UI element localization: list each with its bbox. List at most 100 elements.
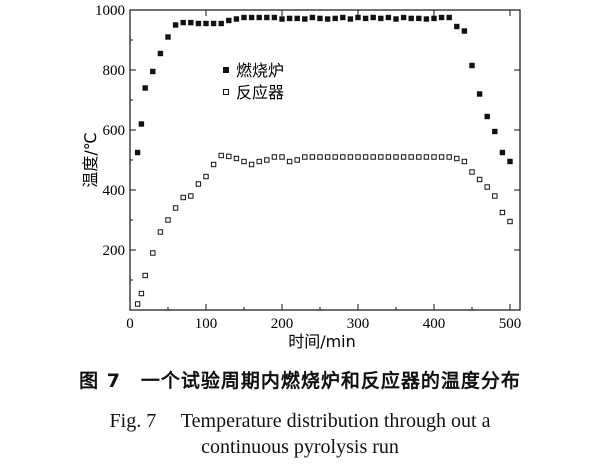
reactor-point — [165, 217, 171, 223]
furnace-point — [347, 16, 354, 22]
furnace-point — [241, 14, 247, 21]
reactor-point — [233, 155, 240, 162]
reactor-point — [294, 157, 300, 163]
x-tick-label: 200 — [271, 316, 294, 332]
furnace-point — [226, 17, 232, 24]
furnace-point — [385, 14, 392, 21]
reactor-point — [134, 301, 141, 307]
furnace-point — [492, 128, 498, 135]
reactor-point — [362, 154, 369, 160]
furnace-point — [408, 15, 414, 22]
x-tick-label: 300 — [347, 316, 370, 332]
furnace-point — [393, 16, 399, 22]
furnace-point — [203, 20, 209, 27]
furnace-point — [142, 85, 148, 91]
furnace-point — [355, 14, 361, 21]
reactor-point — [279, 154, 285, 160]
x-tick-label: 500 — [499, 316, 522, 332]
reactor-point — [385, 154, 392, 160]
reactor-point — [446, 154, 452, 160]
reactor-point — [492, 193, 498, 199]
reactor-point — [226, 153, 232, 160]
furnace-point — [157, 50, 164, 57]
legend-label-furnace: 燃烧炉 — [236, 61, 284, 80]
furnace-point — [484, 113, 490, 120]
reactor-point — [317, 154, 323, 160]
furnace-point — [302, 16, 308, 22]
x-tick-label: 0 — [126, 316, 134, 332]
reactor-point — [484, 184, 490, 190]
reactor-point — [286, 158, 293, 165]
reactor-point — [438, 154, 445, 160]
reactor-point — [378, 154, 384, 160]
reactor-point — [241, 158, 247, 165]
reactor-point — [309, 154, 316, 160]
reactor-point — [476, 176, 483, 183]
furnace-point — [264, 14, 270, 21]
x-tick-label: 100 — [195, 316, 218, 332]
furnace-point — [256, 14, 262, 21]
plot-frame — [129, 9, 521, 311]
furnace-point — [294, 15, 300, 22]
reactor-point — [248, 161, 255, 168]
legend-marker-reactor — [223, 89, 229, 95]
furnace-point — [446, 14, 452, 21]
legend-marker-furnace — [223, 67, 229, 73]
furnace-point — [134, 149, 141, 156]
reactor-point — [324, 154, 331, 160]
reactor-point — [264, 157, 270, 163]
furnace-point — [423, 16, 430, 22]
furnace-point — [233, 16, 240, 22]
furnace-point — [279, 16, 285, 22]
figure-caption-english-line2: continuous pyrolysis run — [201, 436, 399, 458]
furnace-point — [438, 14, 445, 21]
reactor-point — [431, 154, 437, 160]
reactor-point — [461, 158, 468, 165]
furnace-point — [400, 14, 407, 21]
y-tick-label: 1000 — [95, 3, 125, 19]
reactor-point — [370, 154, 376, 160]
reactor-point — [142, 272, 148, 279]
x-tick-label: 400 — [423, 316, 446, 332]
reactor-point — [454, 155, 460, 162]
reactor-point — [507, 218, 513, 225]
furnace-point — [286, 15, 293, 22]
furnace-point — [332, 15, 338, 22]
reactor-point — [218, 152, 224, 159]
furnace-point — [271, 14, 278, 21]
furnace-point — [210, 20, 217, 27]
furnace-point — [317, 15, 323, 22]
reactor-point — [302, 154, 308, 160]
furnace-point — [469, 62, 475, 69]
reactor-point — [416, 154, 422, 160]
reactor-point — [203, 173, 209, 180]
furnace-point — [309, 14, 316, 21]
furnace-point — [324, 16, 331, 22]
reactor-point — [150, 250, 156, 256]
furnace-point — [507, 158, 513, 165]
furnace-point — [165, 34, 171, 40]
reactor-point — [355, 154, 361, 160]
furnace-point — [378, 15, 384, 22]
chart-marks — [134, 14, 513, 307]
reactor-point — [188, 193, 194, 199]
reactor-point — [180, 194, 186, 201]
reactor-point — [408, 154, 414, 160]
y-tick-label: 800 — [103, 63, 126, 79]
reactor-point — [256, 158, 262, 165]
reactor-point — [172, 205, 179, 211]
furnace-point — [172, 22, 179, 28]
furnace-point — [138, 121, 145, 127]
reactor-point — [393, 154, 399, 160]
furnace-point — [499, 149, 506, 156]
x-axis-label: 时间/min — [288, 332, 356, 351]
furnace-point — [370, 14, 376, 21]
reactor-point — [469, 169, 475, 175]
figure-caption-chinese: 图 7 一个试验周期内燃烧炉和反应器的温度分布 — [79, 370, 521, 392]
y-tick-label: 200 — [103, 243, 126, 259]
furnace-point — [188, 19, 194, 26]
reactor-point — [332, 154, 338, 160]
furnace-point — [218, 20, 224, 27]
y-tick-label: 600 — [103, 123, 126, 139]
